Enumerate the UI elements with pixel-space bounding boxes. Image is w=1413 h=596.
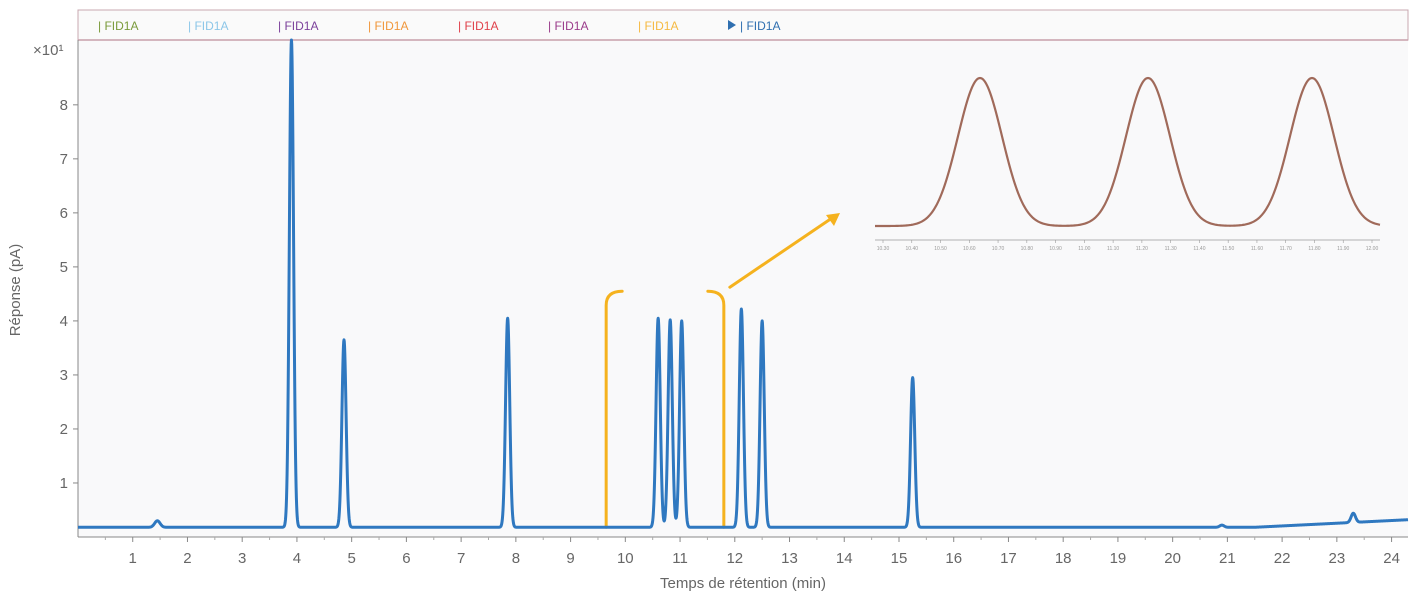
inset-x-tick-label: 10.50	[934, 246, 947, 252]
x-tick-label: 24	[1383, 550, 1400, 567]
x-tick-label: 4	[293, 550, 301, 567]
inset-x-tick-label: 10.90	[1049, 246, 1062, 252]
inset-x-tick-label: 10.40	[906, 246, 919, 252]
y-tick-label: 3	[60, 367, 68, 384]
x-tick-label: 10	[617, 550, 634, 567]
legend-entry[interactable]: | FID1A	[638, 19, 678, 33]
y-tick-label: 6	[60, 205, 68, 222]
legend-entry[interactable]: | FID1A	[98, 19, 138, 33]
inset-trace	[875, 76, 1381, 228]
x-tick-label: 17	[1000, 550, 1017, 567]
y-tick-label: 2	[60, 421, 68, 438]
x-tick-label: 3	[238, 550, 246, 567]
y-multiplier-label: ×10¹	[33, 42, 63, 59]
legend-entry[interactable]: | FID1A	[278, 19, 318, 33]
y-tick-label: 5	[60, 259, 68, 276]
zoom-arrow	[728, 216, 834, 289]
x-tick-label: 16	[945, 550, 962, 567]
zoom-arrow-head	[826, 213, 840, 226]
inset-x-tick-label: 11.10	[1107, 246, 1119, 252]
x-tick-label: 14	[836, 550, 853, 567]
legend-entry[interactable]: | FID1A	[458, 19, 498, 33]
x-tick-label: 21	[1219, 550, 1236, 567]
legend-entry[interactable]: | FID1A	[368, 19, 408, 33]
left-bracket	[604, 289, 624, 529]
inset-x-tick-label: 11.40	[1193, 246, 1205, 252]
x-tick-label: 18	[1055, 550, 1072, 567]
x-tick-label: 15	[891, 550, 908, 567]
y-axis-title: Réponse (pA)	[7, 244, 24, 337]
x-tick-label: 20	[1164, 550, 1181, 567]
y-tick-label: 1	[60, 475, 68, 492]
inset-background	[875, 74, 1380, 248]
x-axis-title: Temps de rétention (min)	[660, 575, 826, 592]
x-tick-label: 12	[726, 550, 743, 567]
x-tick-label: 1	[129, 550, 137, 567]
inset-x-tick-label: 11.90	[1337, 246, 1349, 252]
x-tick-label: 23	[1329, 550, 1346, 567]
inset-x-tick-label: 10.60	[963, 246, 976, 252]
inset-x-tick-label: 10.80	[1021, 246, 1034, 252]
inset-x-tick-label: 11.80	[1308, 246, 1320, 252]
y-tick-label: 4	[60, 313, 68, 330]
legend-entry[interactable]: | FID1A	[188, 19, 228, 33]
inset-x-tick-label: 10.70	[992, 246, 1005, 252]
inset-x-tick-label: 11.30	[1165, 246, 1177, 252]
x-tick-label: 5	[347, 550, 355, 567]
y-tick-label: 7	[60, 151, 68, 168]
inset-x-tick-label: 12.00	[1366, 246, 1379, 252]
x-axis-ticks: 1 2 3 4 5 6 7 8 9 10 11 12 13 14 15 16 17 18 19 20 21 22 23 24	[104, 537, 1400, 567]
x-tick-label: 6	[402, 550, 410, 567]
right-bracket	[706, 289, 726, 529]
x-tick-label: 9	[566, 550, 574, 567]
legend: | FID1A | FID1A | FID1A | FID1A | FID1A | FID…	[98, 19, 780, 33]
y-tick-label: 8	[60, 97, 68, 114]
inset-x-tick-label: 11.50	[1222, 246, 1234, 252]
x-tick-label: 19	[1110, 550, 1127, 567]
x-tick-label: 2	[183, 550, 191, 567]
inset-x-tick-label: 11.00	[1078, 246, 1090, 252]
x-tick-label: 7	[457, 550, 465, 567]
legend-entry[interactable]: | FID1A	[548, 19, 588, 33]
inset-x-tick-label: 11.60	[1251, 246, 1263, 252]
x-tick-label: 13	[781, 550, 798, 567]
inset-x-tick-label: 11.20	[1136, 246, 1148, 252]
legend-bar	[77, 9, 1409, 41]
legend-entry[interactable]: | FID1A	[740, 19, 780, 33]
legend-active-marker[interactable]	[728, 20, 736, 30]
inset-x-tick-label: 11.70	[1280, 246, 1292, 252]
x-tick-label: 22	[1274, 550, 1291, 567]
zoom-inset: 10.30 10.40 10.50 10.60 10.70 10.80 10.90 11.00…	[875, 74, 1381, 252]
y-axis-ticks: 1 2 3 4 5 6 7 8	[60, 97, 78, 492]
x-tick-label: 8	[512, 550, 520, 567]
chromatogram-trace	[76, 38, 1410, 529]
inset-x-tick-label: 10.30	[877, 246, 890, 252]
x-tick-label: 11	[672, 550, 688, 567]
zoom-highlight	[604, 213, 840, 529]
